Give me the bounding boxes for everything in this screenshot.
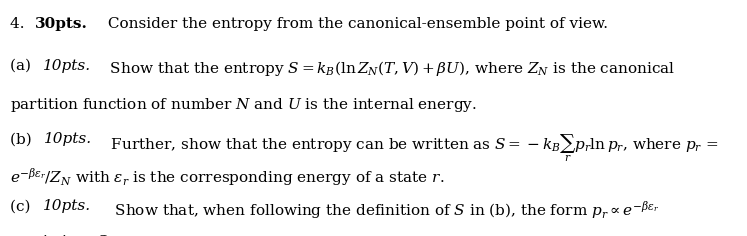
Text: maximizes $S$.: maximizes $S$. bbox=[10, 234, 111, 236]
Text: 4.: 4. bbox=[10, 17, 29, 30]
Text: (c): (c) bbox=[10, 199, 35, 213]
Text: 10pts.: 10pts. bbox=[43, 199, 90, 213]
Text: 10pts.: 10pts. bbox=[43, 59, 91, 73]
Text: $e^{-\beta\epsilon_r}/Z_N$ with $\epsilon_r$ is the corresponding energy of a st: $e^{-\beta\epsilon_r}/Z_N$ with $\epsilo… bbox=[10, 166, 444, 189]
Text: 30pts.: 30pts. bbox=[34, 17, 87, 30]
Text: Consider the entropy from the canonical-ensemble point of view.: Consider the entropy from the canonical-… bbox=[103, 17, 608, 30]
Text: (b): (b) bbox=[10, 132, 37, 146]
Text: (a): (a) bbox=[10, 59, 36, 73]
Text: Further, show that the entropy can be written as $S = -k_B\sum_r p_r\ln p_r$, wh: Further, show that the entropy can be wr… bbox=[106, 132, 719, 164]
Text: Show that, when following the definition of $S$ in (b), the form $p_r \propto e^: Show that, when following the definition… bbox=[105, 199, 659, 222]
Text: Show that the entropy $S = k_B(\mathrm{ln}\,Z_N(T,V) + \beta U)$, where $Z_N$ is: Show that the entropy $S = k_B(\mathrm{l… bbox=[105, 59, 675, 78]
Text: partition function of number $N$ and $U$ is the internal energy.: partition function of number $N$ and $U$… bbox=[10, 96, 477, 114]
Text: 10pts.: 10pts. bbox=[44, 132, 92, 146]
